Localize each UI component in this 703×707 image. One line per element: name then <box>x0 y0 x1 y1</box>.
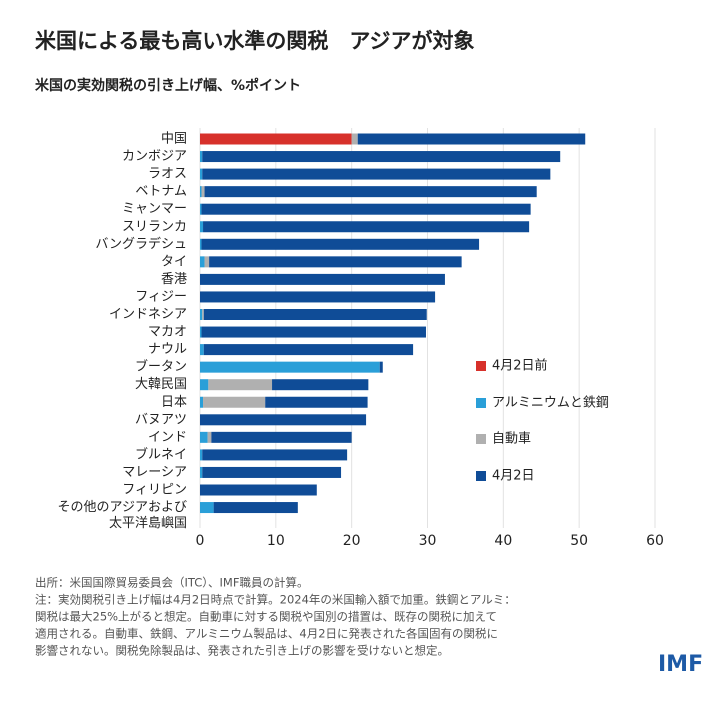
legend-label: 4月2日 <box>492 469 535 484</box>
y-tick-label: 中国 <box>161 132 187 147</box>
bar-segment <box>202 168 551 180</box>
y-tick-label: ナウル <box>148 342 187 357</box>
legend-swatch <box>476 398 486 408</box>
bar-segment <box>200 151 203 163</box>
bar-segment <box>200 203 202 215</box>
x-tick-label: 50 <box>570 533 588 549</box>
bar-segment <box>200 484 317 496</box>
legend-label: 自動車 <box>492 432 531 447</box>
note: 注：実効関税引き上げ幅は4月2日時点で計算。2024年の米国輸入額で加重。鉄鋼と… <box>35 593 516 607</box>
bar-segment <box>200 309 203 320</box>
y-tick-label: ラオス <box>148 167 187 182</box>
bar-segment <box>201 238 480 250</box>
bar-segment <box>200 449 203 461</box>
y-tick-label: ブルネイ <box>135 446 187 462</box>
y-tick-label: バヌアツ <box>135 412 187 427</box>
bar-segment <box>200 414 367 426</box>
y-tick-label: マレーシア <box>122 465 187 480</box>
bar-segment <box>200 168 203 180</box>
x-tick-label: 60 <box>646 533 664 549</box>
bar-segment <box>209 256 462 268</box>
y-tick-label: 香港 <box>161 272 187 287</box>
y-tick-label: カンボジア <box>122 149 187 164</box>
bar-segment <box>200 361 380 373</box>
x-tick-label: 40 <box>494 533 512 549</box>
chart-title: 米国による最も高い水準の関税 アジアが対象 <box>35 29 475 53</box>
bar-segment <box>207 431 212 443</box>
legend-swatch <box>476 434 486 444</box>
bar-segment <box>200 431 208 443</box>
y-tick-label: マカオ <box>148 325 187 340</box>
y-tick-label: 日本 <box>161 395 187 410</box>
y-tick-label: バングラデシュ <box>95 236 187 252</box>
bar-segment <box>200 326 202 338</box>
note: 関税は最大25%上がると想定。自動車に対する関税や国別の措置は、既存の関税に加え… <box>35 610 497 624</box>
bar-segment <box>202 151 561 163</box>
y-tick-label: ベトナム <box>135 184 187 199</box>
y-tick-label: その他のアジアおよび <box>58 500 187 515</box>
x-tick-label: 20 <box>343 533 361 549</box>
x-tick-label: 0 <box>196 533 205 549</box>
bar-segment <box>200 221 204 233</box>
bar-segment <box>200 502 214 514</box>
bar-segment <box>201 203 531 215</box>
bar-segment <box>351 133 358 145</box>
legend-label: 4月2日前 <box>492 358 548 374</box>
bar-segment <box>203 309 427 320</box>
y-tick-label: 太平洋島嶼国 <box>109 516 187 531</box>
note: 出所：米国国際貿易委員会（ITC）、IMF職員の計算。 <box>35 576 308 590</box>
bar-segment <box>213 502 298 514</box>
logo: IMF <box>658 652 703 677</box>
legend-swatch <box>476 471 486 481</box>
bar-segment <box>200 466 203 478</box>
y-tick-label: スリランカ <box>122 219 187 234</box>
bar-segment <box>202 449 348 461</box>
bar-segment <box>200 186 202 198</box>
bar-segment <box>200 344 204 356</box>
bar-segment <box>203 344 414 356</box>
bar-segment <box>201 326 426 338</box>
bar-segment <box>203 221 530 233</box>
bar-segment <box>200 273 445 285</box>
bar-segment <box>203 396 266 408</box>
bar-segment <box>200 379 209 391</box>
y-tick-label: インド <box>148 430 187 445</box>
bar-segment <box>211 431 352 443</box>
y-tick-label: ブータン <box>135 359 187 375</box>
bar-segment <box>357 133 586 145</box>
bar-segment <box>204 256 210 268</box>
bar-segment <box>272 379 369 391</box>
bar-segment <box>200 396 204 408</box>
y-tick-label: タイ <box>161 254 187 269</box>
bar-segment <box>265 396 368 408</box>
bar-segment <box>201 186 205 198</box>
bar-segment <box>200 256 205 268</box>
bar-segment <box>204 186 537 198</box>
legend-label: アルミニウムと鉄鋼 <box>492 396 609 411</box>
bar-segment <box>202 309 204 320</box>
bar-segment <box>202 466 342 478</box>
y-tick-label: フィリピン <box>122 483 187 498</box>
bar-segment <box>379 361 383 373</box>
y-tick-label: フィジー <box>135 289 187 304</box>
note: 適用される。自動車、鉄鋼、アルミニウム製品は、4月2日に発表された各国固有の関税… <box>35 627 498 641</box>
y-tick-label: インドネシア <box>109 307 187 322</box>
bar-segment <box>208 379 273 391</box>
bar-segment <box>200 133 352 145</box>
x-tick-label: 10 <box>267 533 285 549</box>
bar-segment <box>200 238 202 250</box>
chart-subtitle: 米国の実効関税の引き上げ幅、%ポイント <box>35 77 301 94</box>
legend-swatch <box>476 361 486 371</box>
y-tick-label: 大韓民国 <box>135 377 187 392</box>
bar-segment <box>200 291 436 303</box>
x-tick-label: 30 <box>419 533 437 549</box>
y-tick-label: ミャンマー <box>122 202 187 217</box>
note: 影響されない。関税免除製品は、発表された引き上げの影響を受けないと想定。 <box>35 644 449 658</box>
